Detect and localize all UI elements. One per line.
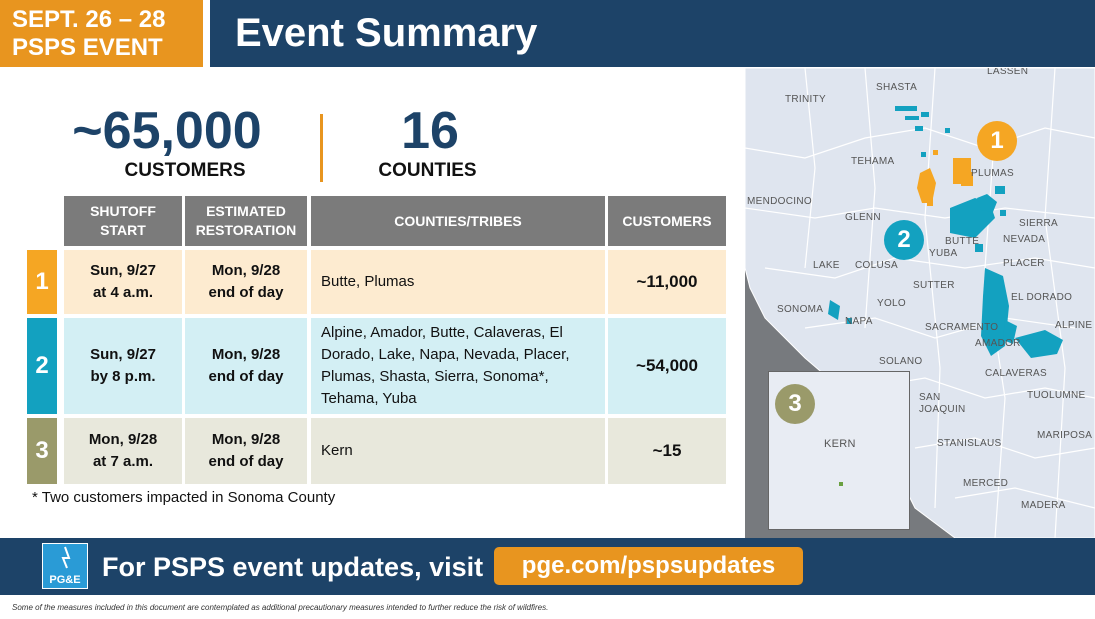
row2-counties: Alpine, Amador, Butte, Calaveras, El Dor… [311, 318, 605, 414]
kern-outage-marker [839, 482, 843, 486]
pge-logo-graphic [61, 546, 71, 569]
row1-restore-time: end of day [208, 284, 284, 301]
row2-shutoff-time: by 8 p.m. [90, 368, 156, 385]
row3-shutoff: Mon, 9/28 at 7 a.m. [64, 418, 182, 484]
map-label: SUTTER [913, 280, 955, 291]
row3-shutoff-time: at 7 a.m. [92, 453, 153, 470]
map-label: SAN JOAQUIN [919, 392, 966, 415]
map-label: YOLO [877, 298, 906, 309]
row1-restore-date: Mon, 9/28 [211, 262, 281, 279]
zone-2-badge: 2 [27, 318, 57, 414]
customers-label: CUSTOMERS [124, 160, 246, 181]
map-label: STANISLAUS [937, 438, 1002, 449]
map-label: PLACER [1003, 258, 1045, 269]
map-label: SONOMA [777, 304, 824, 315]
row3-counties: Kern [311, 418, 605, 484]
header-customers: CUSTOMERS [608, 196, 726, 246]
page-title: Event Summary [210, 0, 1095, 67]
row1-shutoff: Sun, 9/27 at 4 a.m. [64, 250, 182, 314]
event-type-text: PSPS EVENT [12, 34, 163, 61]
map-label: ALPINE [1055, 320, 1093, 331]
map-label: COLUSA [855, 260, 898, 271]
row2-shutoff: Sun, 9/27 by 8 p.m. [64, 318, 182, 414]
row2-restoration: Mon, 9/28 end of day [185, 318, 307, 414]
counties-label: COUNTIES [378, 160, 477, 181]
map-label: SIERRA [1019, 218, 1059, 229]
map-label: SACRAMENTO [925, 322, 999, 333]
map-label: MENDOCINO [747, 196, 812, 207]
map-label: NEVADA [1003, 234, 1046, 245]
map-label: GLENN [845, 212, 881, 223]
pge-logo-text: PG&E [49, 574, 81, 586]
row2-customers: ~54,000 [608, 318, 726, 414]
row3-restoration: Mon, 9/28 end of day [185, 418, 307, 484]
map-label: TUOLUMNE [1027, 390, 1086, 401]
map-label: NAPA [845, 316, 873, 327]
pge-logo: PG&E [42, 543, 88, 589]
event-date-text: SEPT. 26 – 28 [12, 6, 166, 33]
map-label: MERCED [963, 478, 1009, 489]
psps-updates-link[interactable]: pge.com/pspsupdates [494, 547, 803, 585]
row3-shutoff-date: Mon, 9/28 [88, 431, 158, 448]
map-graphic [745, 68, 1095, 538]
row3-restore-time: end of day [208, 453, 284, 470]
row2-shutoff-date: Sun, 9/27 [90, 346, 156, 363]
disclaimer-text: Some of the measures included in this do… [12, 603, 549, 612]
event-date-banner: SEPT. 26 – 28 PSPS EVENT [0, 0, 203, 67]
map-label: PLUMAS [971, 168, 1014, 179]
map-label: LASSEN [987, 68, 1029, 77]
header-restoration-line1: ESTIMATED [206, 203, 286, 219]
row1-shutoff-date: Sun, 9/27 [90, 262, 156, 279]
map-label: AMADOR [975, 338, 1021, 349]
row1-shutoff-time: at 4 a.m. [92, 284, 153, 301]
zone-1-map-marker[interactable]: 1 [977, 121, 1017, 161]
row1-customers: ~11,000 [608, 250, 726, 314]
row1-restoration: Mon, 9/28 end of day [185, 250, 307, 314]
stats-divider [320, 114, 323, 182]
zone-1-badge: 1 [27, 250, 57, 314]
map-label: SHASTA [876, 82, 918, 93]
map-label: TEHAMA [851, 156, 895, 167]
map-label: MADERA [1021, 500, 1066, 511]
map-label: LAKE [813, 260, 840, 271]
map-label: BUTTE [945, 236, 980, 247]
header-shutoff-line2: START [100, 222, 146, 238]
footer-cta-text: For PSPS event updates, visit [102, 552, 484, 582]
map-label: CALAVERAS [985, 368, 1047, 379]
zone-3-map-marker[interactable]: 3 [775, 384, 815, 424]
zone-2-map-marker[interactable]: 2 [884, 220, 924, 260]
map-label: MARIPOSA [1037, 430, 1093, 441]
row2-restore-date: Mon, 9/28 [211, 346, 281, 363]
counties-total: 16 [401, 102, 459, 160]
row3-restore-date: Mon, 9/28 [211, 431, 281, 448]
header-counties-tribes: COUNTIES/TRIBES [311, 196, 605, 246]
header-shutoff-line1: SHUTOFF [90, 203, 156, 219]
customers-total: ~65,000 [72, 102, 262, 160]
row3-customers: ~15 [608, 418, 726, 484]
row1-counties: Butte, Plumas [311, 250, 605, 314]
header-restoration-line2: RESTORATION [195, 222, 297, 238]
zone-3-badge: 3 [27, 418, 57, 484]
row2-restore-time: end of day [208, 368, 284, 385]
header-estimated-restoration: ESTIMATED RESTORATION [185, 196, 307, 246]
map-label: TRINITY [785, 94, 826, 105]
map-label: KERN [824, 438, 856, 450]
map-label: SOLANO [879, 356, 923, 367]
map-label: EL DORADO [1011, 292, 1073, 303]
outage-map[interactable]: LASSEN SHASTA TRINITY TEHAMA PLUMAS MEND… [745, 68, 1095, 538]
footnote: * Two customers impacted in Sonoma Count… [32, 489, 336, 506]
header-shutoff-start: SHUTOFF START [64, 196, 182, 246]
map-label: YUBA [929, 248, 958, 259]
